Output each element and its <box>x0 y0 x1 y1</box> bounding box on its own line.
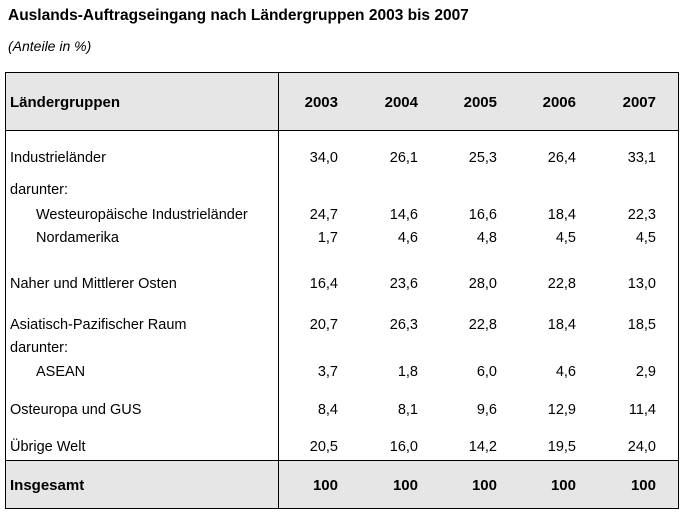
total-bg <box>5 460 678 508</box>
title: Auslands-Auftragseingang nach Ländergrup… <box>8 7 469 24</box>
header-cell: 2007 <box>622 94 656 111</box>
value-cell: 4,5 <box>555 230 576 246</box>
header-bg <box>5 72 678 130</box>
value-cell: 1,8 <box>397 364 418 380</box>
value-cell: 9,6 <box>476 402 497 418</box>
value-cell: 22,8 <box>547 276 576 292</box>
value-cell: 12,9 <box>547 402 576 418</box>
value-cell: 18,5 <box>627 317 656 333</box>
row-label: Naher und Mittlerer Osten <box>10 276 177 292</box>
value-cell: 4,5 <box>635 230 656 246</box>
value-cell: 4,6 <box>555 364 576 380</box>
value-cell: 33,1 <box>627 150 656 166</box>
table-border <box>5 72 679 509</box>
value-cell: 28,0 <box>468 276 497 292</box>
header-cell: Ländergruppen <box>10 94 121 111</box>
total-value: 100 <box>630 477 656 494</box>
row-label: Westeuropäische Industrieländer <box>36 207 248 223</box>
value-cell: 16,6 <box>468 207 497 223</box>
value-cell: 18,4 <box>547 207 576 223</box>
total-value: 100 <box>392 477 418 494</box>
total-label: Insgesamt <box>10 477 85 494</box>
value-cell: 22,3 <box>627 207 656 223</box>
row-label: Industrieländer <box>10 150 106 166</box>
value-cell: 24,0 <box>627 439 656 455</box>
value-cell: 20,5 <box>309 439 338 455</box>
row-label: darunter: <box>10 182 69 198</box>
value-cell: 18,4 <box>547 317 576 333</box>
total-value: 100 <box>471 477 497 494</box>
total-rule <box>5 460 678 461</box>
value-cell: 26,1 <box>389 150 418 166</box>
header-cell: 2004 <box>384 94 418 111</box>
value-cell: 4,6 <box>397 230 418 246</box>
value-cell: 26,4 <box>547 150 576 166</box>
value-cell: 26,3 <box>389 317 418 333</box>
value-cell: 20,7 <box>309 317 338 333</box>
value-cell: 2,9 <box>635 364 656 380</box>
value-cell: 14,6 <box>389 207 418 223</box>
value-cell: 16,4 <box>309 276 338 292</box>
value-cell: 24,7 <box>309 207 338 223</box>
row-label: Nordamerika <box>36 230 119 246</box>
row-label: Übrige Welt <box>10 439 86 455</box>
value-cell: 8,4 <box>317 402 338 418</box>
column-rule <box>278 72 279 508</box>
value-cell: 19,5 <box>547 439 576 455</box>
header-rule <box>5 130 678 131</box>
value-cell: 8,1 <box>397 402 418 418</box>
subtitle: (Anteile in %) <box>8 38 92 54</box>
value-cell: 11,4 <box>628 402 656 418</box>
header-cell: 2005 <box>463 94 497 111</box>
row-label: ASEAN <box>36 364 86 380</box>
header-cell: 2003 <box>304 94 338 111</box>
row-label: Asiatisch-Pazifischer Raum <box>10 317 187 333</box>
header-cell: 2006 <box>542 94 576 111</box>
row-label: darunter: <box>10 340 69 356</box>
value-cell: 23,6 <box>389 276 418 292</box>
value-cell: 34,0 <box>309 150 338 166</box>
value-cell: 22,8 <box>468 317 497 333</box>
total-value: 100 <box>550 477 576 494</box>
value-cell: 3,7 <box>317 364 338 380</box>
value-cell: 16,0 <box>389 439 418 455</box>
value-cell: 4,8 <box>476 230 497 246</box>
row-label: Osteuropa und GUS <box>10 402 142 418</box>
value-cell: 13,0 <box>627 276 656 292</box>
value-cell: 1,7 <box>317 230 338 246</box>
value-cell: 14,2 <box>468 439 497 455</box>
value-cell: 6,0 <box>476 364 497 380</box>
total-value: 100 <box>312 477 338 494</box>
value-cell: 25,3 <box>468 150 497 166</box>
